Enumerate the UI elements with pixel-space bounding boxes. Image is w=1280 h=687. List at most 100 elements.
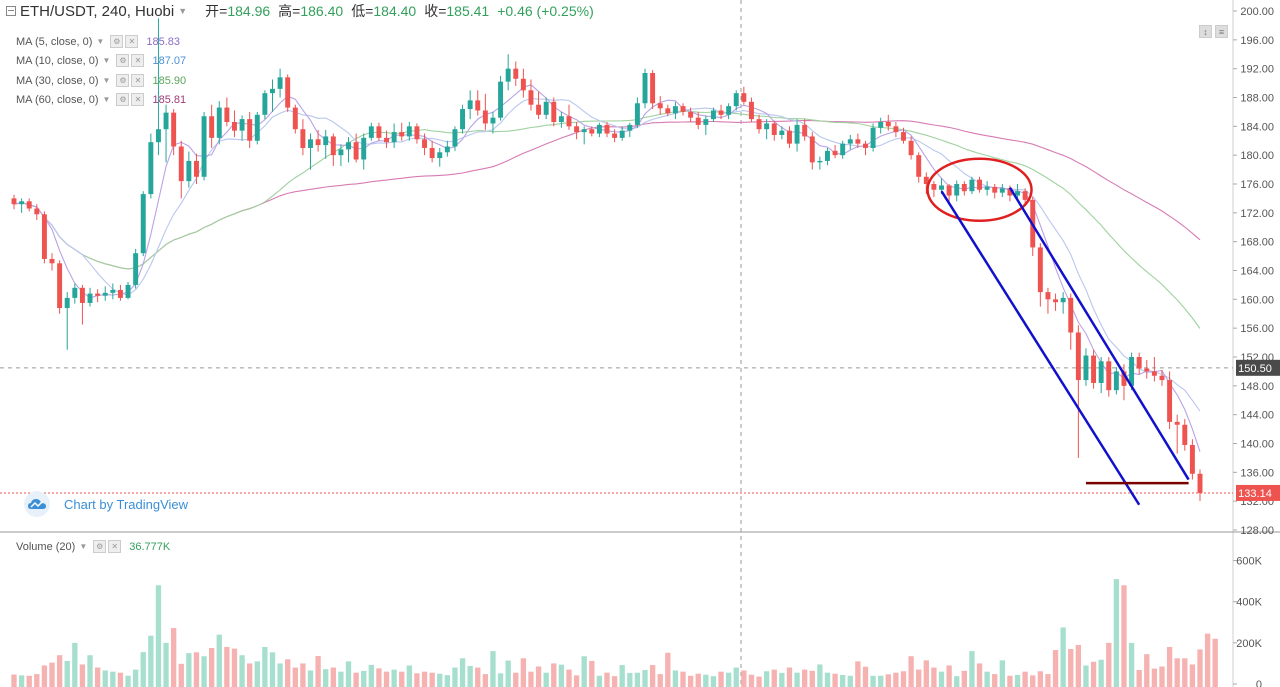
candle: [1136, 352, 1142, 375]
volume-bar: [954, 676, 960, 687]
candle: [1060, 292, 1066, 314]
candle: [619, 126, 625, 141]
candle: [414, 123, 420, 144]
chevron-down-icon[interactable]: ▼: [102, 76, 111, 85]
candle: [520, 68, 526, 98]
candle: [1083, 348, 1089, 386]
candle-body: [155, 129, 161, 143]
candle: [498, 75, 504, 121]
ma10-legend[interactable]: MA (10, close, 0) ▼ ⚙ ✕ 187.07: [16, 52, 186, 69]
maximize-icon[interactable]: ↕: [1199, 25, 1212, 38]
volume-tick-label: 600K: [1236, 556, 1262, 568]
candle-body: [764, 123, 770, 130]
candle-body: [308, 139, 313, 148]
volume-bar: [34, 674, 40, 687]
candle-body: [794, 124, 800, 144]
volume-bar: [733, 667, 739, 687]
candle: [26, 198, 32, 212]
chevron-down-icon[interactable]: ▼: [102, 95, 111, 104]
volume-bar: [1128, 642, 1135, 687]
volume-bar: [642, 670, 648, 687]
chevron-down-icon[interactable]: ▼: [178, 6, 188, 16]
volume-bar: [802, 669, 808, 687]
candle: [300, 119, 306, 156]
ma30-legend[interactable]: MA (30, close, 0) ▼ ⚙ ✕ 185.90: [16, 72, 186, 89]
close-icon[interactable]: ✕: [125, 35, 139, 48]
candle-body: [802, 124, 808, 137]
volume-tick-label: 0: [1256, 679, 1262, 687]
volume-bar: [1098, 659, 1104, 687]
candle-body: [1015, 191, 1021, 196]
candle: [1129, 352, 1135, 391]
candle-body: [429, 147, 435, 159]
symbol-title[interactable]: ETH/USDT, 240, Huobi: [20, 2, 175, 20]
candle-body: [224, 107, 230, 123]
candle-body: [574, 126, 580, 133]
close-icon[interactable]: ✕: [108, 540, 122, 553]
volume-legend[interactable]: Volume (20) ▼ ⚙ ✕ 36.777K: [16, 538, 170, 555]
settings-icon[interactable]: ⚙: [116, 54, 130, 67]
volume-bar: [1189, 664, 1196, 687]
ma60-legend[interactable]: MA (60, close, 0) ▼ ⚙ ✕ 185.81: [16, 91, 186, 108]
candle-body: [961, 184, 967, 192]
candle-body: [41, 214, 47, 259]
crosshair-price-label: 150.50: [1238, 363, 1272, 375]
volume-bar: [155, 585, 162, 687]
candle-body: [193, 160, 199, 177]
chevron-down-icon[interactable]: ▼: [102, 56, 111, 65]
settings-icon[interactable]: ⚙: [116, 93, 130, 106]
close-icon[interactable]: ✕: [131, 74, 145, 87]
price-tick-label: 180.00: [1240, 150, 1274, 162]
candle: [292, 104, 298, 134]
candle: [315, 129, 321, 152]
ma5-legend[interactable]: MA (5, close, 0) ▼ ⚙ ✕ 185.83: [16, 33, 180, 50]
open-value: 184.96: [227, 3, 271, 19]
volume-bar: [756, 676, 762, 687]
settings-icon[interactable]: ⚙: [110, 35, 124, 48]
candle-body: [612, 133, 618, 138]
volume-bar: [444, 675, 451, 687]
candle-body: [680, 106, 686, 112]
close-icon[interactable]: ✕: [131, 93, 145, 106]
chevron-down-icon[interactable]: ▼: [96, 37, 105, 46]
volume-bar: [1083, 665, 1089, 687]
candle-body: [627, 124, 633, 131]
settings-icon[interactable]: ⚙: [93, 540, 107, 553]
candle-body: [163, 112, 169, 130]
price-tick-label: 128.00: [1240, 525, 1274, 537]
price-tick-label: 164.00: [1240, 266, 1274, 278]
volume-bar: [923, 660, 929, 687]
price-tick-label: 140.00: [1240, 439, 1274, 451]
candle-body: [863, 143, 868, 148]
candle-body: [353, 142, 359, 160]
red-circle-annotation: [926, 157, 1033, 223]
close-icon[interactable]: ✕: [131, 54, 145, 67]
low-label: 低=: [351, 3, 374, 19]
candle: [680, 103, 686, 116]
high-value: 186.40: [300, 3, 344, 19]
high-label: 高=: [278, 3, 301, 19]
candle: [57, 260, 63, 314]
chevron-down-icon[interactable]: ▼: [79, 542, 88, 551]
volume-bar: [26, 675, 32, 687]
volume-bar: [1022, 671, 1028, 687]
volume-bar: [467, 665, 473, 687]
candle: [209, 104, 215, 148]
collapse-icon[interactable]: [6, 6, 16, 16]
volume-bar: [862, 666, 869, 687]
settings-icon[interactable]: ⚙: [116, 74, 130, 87]
volume-bar: [520, 658, 527, 687]
candle-body: [482, 110, 488, 124]
candle: [1045, 287, 1051, 314]
candle-body: [710, 110, 716, 120]
candle: [133, 248, 139, 289]
price-tick-label: 176.00: [1240, 179, 1274, 191]
candle-body: [110, 289, 116, 293]
tradingview-brand[interactable]: Chart by TradingView: [24, 490, 188, 518]
volume-bar: [832, 673, 838, 687]
volume-bar: [611, 676, 618, 687]
candle-body: [1083, 355, 1089, 381]
pane-menu-icon[interactable]: ≡: [1215, 25, 1228, 38]
volume-bar: [566, 669, 572, 687]
